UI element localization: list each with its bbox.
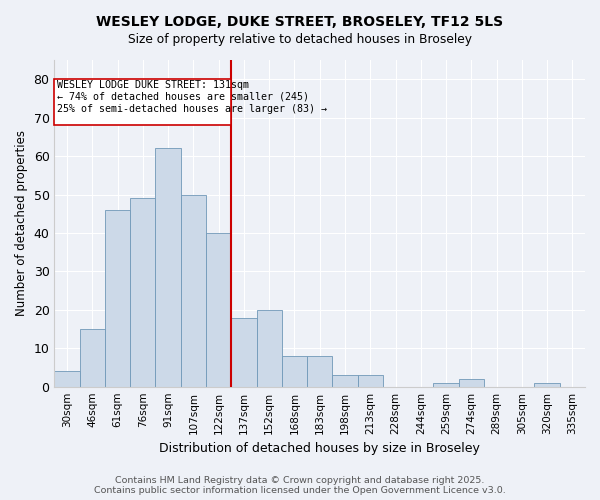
Bar bbox=[80, 329, 105, 386]
Bar bbox=[307, 356, 332, 386]
Bar bbox=[257, 310, 282, 386]
Bar bbox=[206, 233, 231, 386]
Text: Contains HM Land Registry data © Crown copyright and database right 2025.
Contai: Contains HM Land Registry data © Crown c… bbox=[94, 476, 506, 495]
Bar bbox=[433, 383, 458, 386]
Bar bbox=[55, 372, 80, 386]
Bar bbox=[282, 356, 307, 386]
Bar bbox=[458, 379, 484, 386]
Text: WESLEY LODGE DUKE STREET: 131sqm
← 74% of detached houses are smaller (245)
25% : WESLEY LODGE DUKE STREET: 131sqm ← 74% o… bbox=[57, 80, 327, 114]
Bar bbox=[130, 198, 155, 386]
Text: WESLEY LODGE, DUKE STREET, BROSELEY, TF12 5LS: WESLEY LODGE, DUKE STREET, BROSELEY, TF1… bbox=[97, 15, 503, 29]
Bar bbox=[105, 210, 130, 386]
FancyBboxPatch shape bbox=[55, 79, 231, 126]
Bar bbox=[155, 148, 181, 386]
Bar bbox=[231, 318, 257, 386]
Y-axis label: Number of detached properties: Number of detached properties bbox=[15, 130, 28, 316]
Bar bbox=[358, 375, 383, 386]
Bar bbox=[332, 375, 358, 386]
Bar bbox=[535, 383, 560, 386]
X-axis label: Distribution of detached houses by size in Broseley: Distribution of detached houses by size … bbox=[159, 442, 480, 455]
Bar bbox=[181, 194, 206, 386]
Text: Size of property relative to detached houses in Broseley: Size of property relative to detached ho… bbox=[128, 32, 472, 46]
